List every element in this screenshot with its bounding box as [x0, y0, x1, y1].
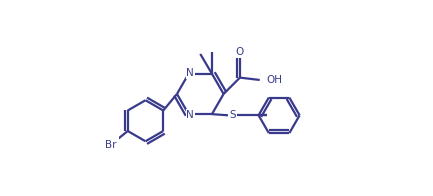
Text: O: O — [236, 47, 244, 57]
Text: Br: Br — [105, 140, 116, 150]
Text: N: N — [186, 68, 194, 78]
Text: OH: OH — [266, 74, 282, 84]
Text: N: N — [186, 110, 194, 120]
Text: S: S — [229, 110, 236, 120]
